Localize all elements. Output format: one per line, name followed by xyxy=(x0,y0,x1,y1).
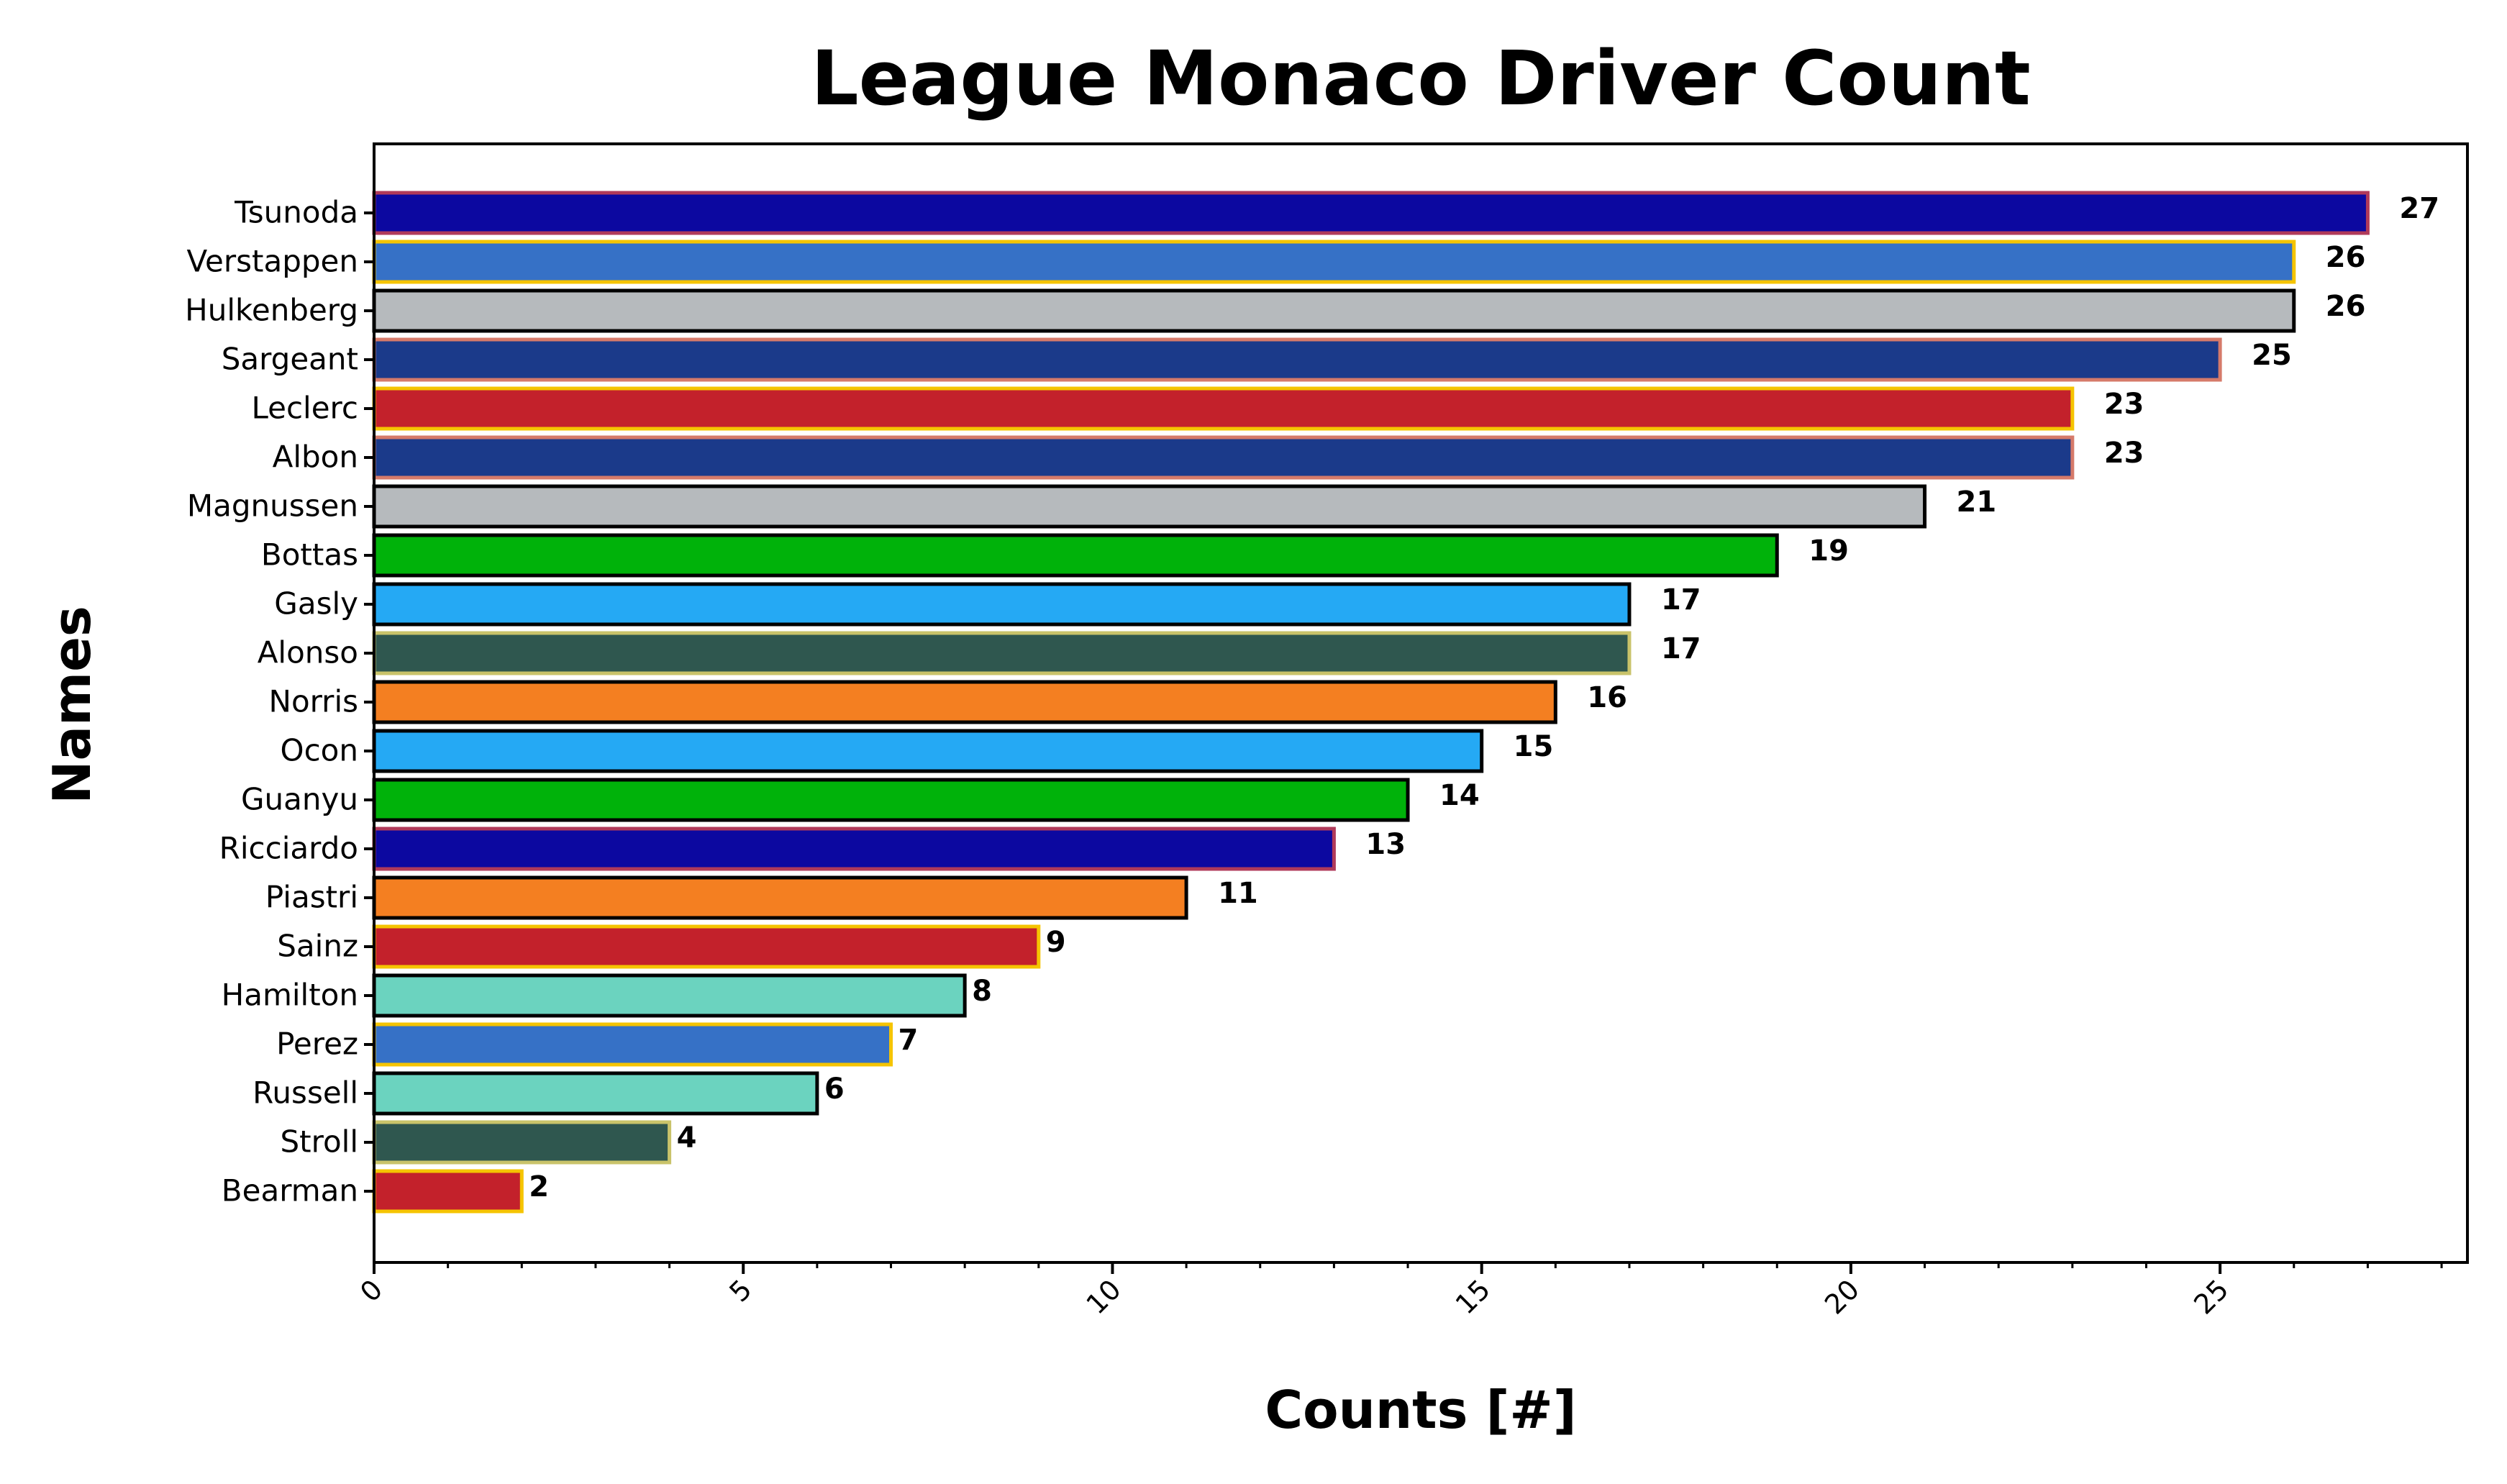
bar-piastri xyxy=(372,875,1188,920)
bar-russell xyxy=(372,1071,819,1116)
bar-sainz xyxy=(372,924,1041,969)
chart-title: League Monaco Driver Count xyxy=(811,35,2030,122)
bar-value-label: 25 xyxy=(2252,339,2292,372)
y-tick-label: Hulkenberg xyxy=(185,293,358,328)
y-tick-label: Gasly xyxy=(274,586,358,622)
bar-stroll xyxy=(372,1120,672,1165)
bar-verstappen xyxy=(372,240,2296,284)
bar-norris xyxy=(372,680,1557,724)
x-tick-label: 15 xyxy=(1450,1273,1496,1320)
y-tick-label: Magnussen xyxy=(187,488,358,524)
bar-bearman xyxy=(372,1169,524,1214)
y-tick-label: Leclerc xyxy=(251,391,358,426)
bar-bottas xyxy=(372,533,1779,578)
bar-guanyu xyxy=(372,778,1410,822)
bar-ricciardo xyxy=(372,827,1336,871)
y-tick-label: Norris xyxy=(269,684,358,719)
y-tick-label: Ricciardo xyxy=(219,831,358,866)
bar-hamilton xyxy=(372,973,967,1018)
y-tick-label: Alonso xyxy=(258,635,358,670)
x-tick-label: 20 xyxy=(1819,1273,1865,1320)
y-axis-title: Names xyxy=(42,606,102,804)
x-axis-title: Counts [#] xyxy=(1265,1380,1576,1440)
y-tick-label: Sainz xyxy=(277,929,358,964)
bar-value-label: 16 xyxy=(1587,681,1627,714)
bar-value-label: 15 xyxy=(1514,730,1554,763)
bar-hulkenberg xyxy=(372,288,2296,333)
x-tick-label: 0 xyxy=(354,1273,388,1308)
bar-tsunoda xyxy=(372,191,2370,235)
bar-value-label: 23 xyxy=(2104,437,2144,470)
bar-sargeant xyxy=(372,337,2222,382)
y-tick-label: Ocon xyxy=(281,733,358,768)
bar-value-label: 26 xyxy=(2326,241,2366,274)
y-tick-label: Perez xyxy=(276,1026,358,1062)
y-tick-label: Sargeant xyxy=(222,342,358,377)
bar-value-label: 17 xyxy=(1661,583,1701,616)
y-tick-label: Guanyu xyxy=(241,782,358,817)
bar-perez xyxy=(372,1022,893,1067)
bar-value-label: 19 xyxy=(1808,534,1849,568)
bar-alonso xyxy=(372,631,1632,675)
bar-value-label: 2 xyxy=(529,1170,549,1203)
bar-value-label: 14 xyxy=(1439,779,1480,812)
y-tick-label: Bearman xyxy=(222,1173,358,1208)
plot-area-frame xyxy=(373,142,2469,1264)
bar-value-label: 17 xyxy=(1661,632,1701,665)
bar-value-label: 9 xyxy=(1046,926,1066,959)
bar-value-label: 13 xyxy=(1365,828,1406,861)
x-tick-label: 25 xyxy=(2188,1273,2234,1320)
y-tick-label: Albon xyxy=(273,440,358,475)
bar-value-label: 23 xyxy=(2104,388,2144,421)
y-tick-label: Bottas xyxy=(261,537,358,573)
x-tick-label: 10 xyxy=(1080,1273,1127,1320)
bar-albon xyxy=(372,435,2075,480)
bar-gasly xyxy=(372,582,1632,627)
y-tick-label: Verstappen xyxy=(187,244,358,279)
bars-group: 27 26 26 25 23 23 21 19 17 17 16 15 14 13 11 9 8 7 6 4 2 xyxy=(372,191,2439,1214)
bar-value-label: 21 xyxy=(1957,486,1997,519)
bar-value-label: 26 xyxy=(2326,290,2366,323)
bar-value-label: 4 xyxy=(677,1121,697,1155)
y-tick-label: Hamilton xyxy=(222,978,358,1013)
bar-magnussen xyxy=(372,484,1927,529)
bar-ocon xyxy=(372,729,1484,773)
bar-value-label: 7 xyxy=(898,1024,919,1057)
y-tick-label: Tsunoda xyxy=(234,195,358,230)
y-tick-label: Piastri xyxy=(265,880,358,915)
y-tick-label: Russell xyxy=(252,1075,358,1111)
x-tick-label: 5 xyxy=(723,1273,757,1308)
bar-value-label: 11 xyxy=(1218,877,1258,910)
y-tick-label: Stroll xyxy=(280,1124,358,1160)
bar-value-label: 6 xyxy=(824,1073,845,1106)
bar-value-label: 27 xyxy=(2399,192,2439,225)
bar-value-label: 8 xyxy=(972,975,992,1008)
bar-leclerc xyxy=(372,386,2075,431)
